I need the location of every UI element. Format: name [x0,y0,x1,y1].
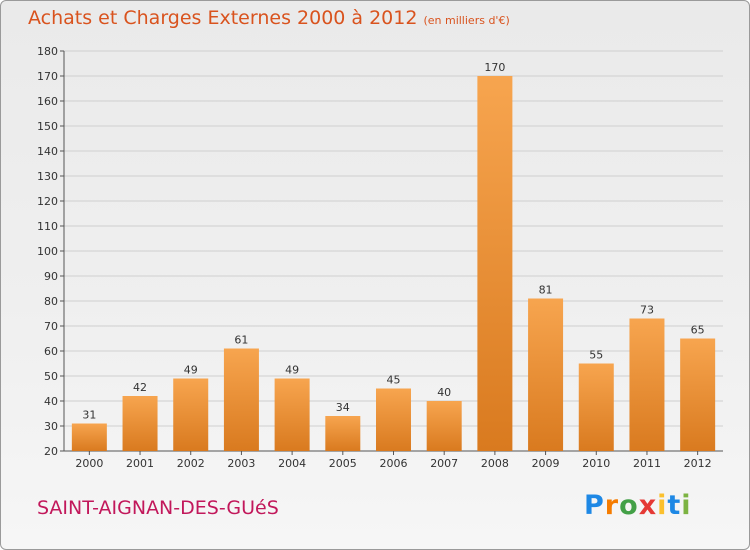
y-tick-label: 120 [37,195,58,208]
bar-2011 [629,318,665,451]
y-tick-label: 80 [44,295,58,308]
x-tick-label-2011: 2011 [633,457,661,470]
y-tick-label: 90 [44,270,58,283]
y-tick-label: 30 [44,420,58,433]
x-tick-label-2007: 2007 [430,457,458,470]
bar-2012 [680,338,716,451]
y-tick-label: 130 [37,170,58,183]
bar-2002 [173,378,209,451]
x-tick-label-2010: 2010 [582,457,610,470]
data-label-2011: 73 [640,304,654,317]
bar-2007 [426,401,462,451]
x-tick-label-2002: 2002 [177,457,205,470]
data-label-2007: 40 [437,386,451,399]
bars [71,76,716,451]
bar-2008 [477,76,513,451]
axes: 20 30 40 50 60 70 80 90 100 110 120 130 140 150 160 170… [37,45,723,458]
bar-2001 [122,396,158,451]
x-tick-label-2006: 2006 [380,457,408,470]
y-tick-label: 110 [37,220,58,233]
y-tick-label: 50 [44,370,58,383]
bar-2004 [274,378,310,451]
data-label-2003: 61 [234,334,248,347]
y-tick-label: 140 [37,145,58,158]
x-tick-label-2003: 2003 [227,457,255,470]
proxiti-letter: i [657,490,668,521]
proxiti-letter: o [619,490,639,521]
data-label-2012: 65 [691,324,705,337]
y-tick-label: 100 [37,245,58,258]
data-label-2004: 49 [285,364,299,377]
y-tick-label: 180 [37,45,58,58]
y-tick-label: 160 [37,95,58,108]
chart-title-text: Achats et Charges Externes 2000 à 2012 [28,7,418,29]
chart-title: Achats et Charges Externes 2000 à 2012 (e… [28,7,510,29]
x-tick-label-2012: 2012 [684,457,712,470]
data-label-2008: 170 [484,61,505,74]
proxiti-letter: P [584,490,605,521]
data-labels: 31 2000 42 2001 49 2002 61 2003 49 2004 34 2005 45 20… [75,61,711,470]
data-label-2009: 81 [539,284,553,297]
y-tick-label: 20 [44,445,58,458]
proxiti-letter: r [604,490,620,521]
chart-subtitle: (en milliers d'€) [423,14,510,27]
data-label-2010: 55 [589,349,603,362]
y-tick-label: 150 [37,120,58,133]
x-tick-label-2004: 2004 [278,457,306,470]
data-label-2000: 31 [82,409,96,422]
x-tick-label-2001: 2001 [126,457,154,470]
x-tick-label-2005: 2005 [329,457,357,470]
proxiti-letter: x [638,490,658,521]
data-label-2001: 42 [133,381,147,394]
y-tick-label: 70 [44,320,58,333]
y-tick-label: 170 [37,70,58,83]
bar-2010 [578,363,614,451]
data-label-2002: 49 [184,364,198,377]
y-tick-label: 60 [44,345,58,358]
data-label-2005: 34 [336,401,350,414]
bar-2009 [528,298,564,451]
bar-2006 [376,388,411,451]
x-tick-label-2008: 2008 [481,457,509,470]
data-label-2006: 45 [387,374,401,387]
commune-name: SAINT-AIGNAN-DES-GUéS [37,497,279,519]
bar-2005 [325,416,361,451]
proxiti-logo: Proxiti [584,490,692,521]
proxiti-letter: i [681,490,692,521]
bar-2000 [71,423,107,451]
x-tick-label-2009: 2009 [532,457,560,470]
y-tick-label: 40 [44,395,58,408]
proxiti-letter: t [667,490,682,521]
bar-2003 [223,348,259,451]
x-tick-label-2000: 2000 [75,457,103,470]
